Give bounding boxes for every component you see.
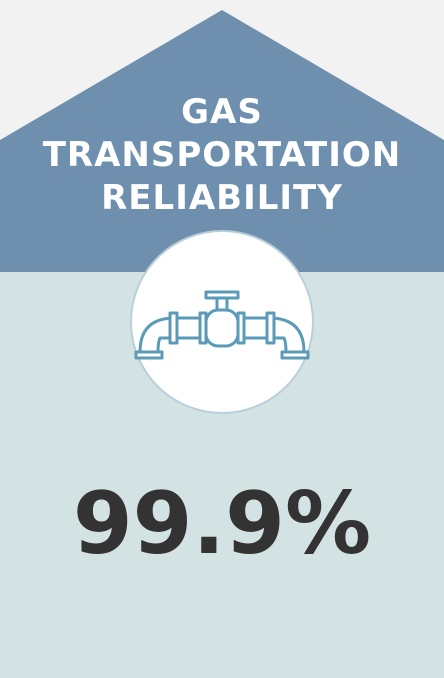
right-flange xyxy=(280,350,310,360)
valve-body xyxy=(204,308,240,348)
valve-handle xyxy=(204,290,240,300)
pipe-icon xyxy=(134,290,310,360)
title-line: RELIABILITY xyxy=(101,178,343,218)
flange xyxy=(168,311,179,345)
title-line: GAS xyxy=(181,92,263,132)
left-flange xyxy=(134,350,164,360)
flange xyxy=(265,311,276,345)
header-shape xyxy=(0,10,444,272)
metric-value: 99.9% xyxy=(73,474,371,574)
title-line: TRANSPORTATION xyxy=(43,135,402,175)
valve-stem xyxy=(215,296,229,312)
